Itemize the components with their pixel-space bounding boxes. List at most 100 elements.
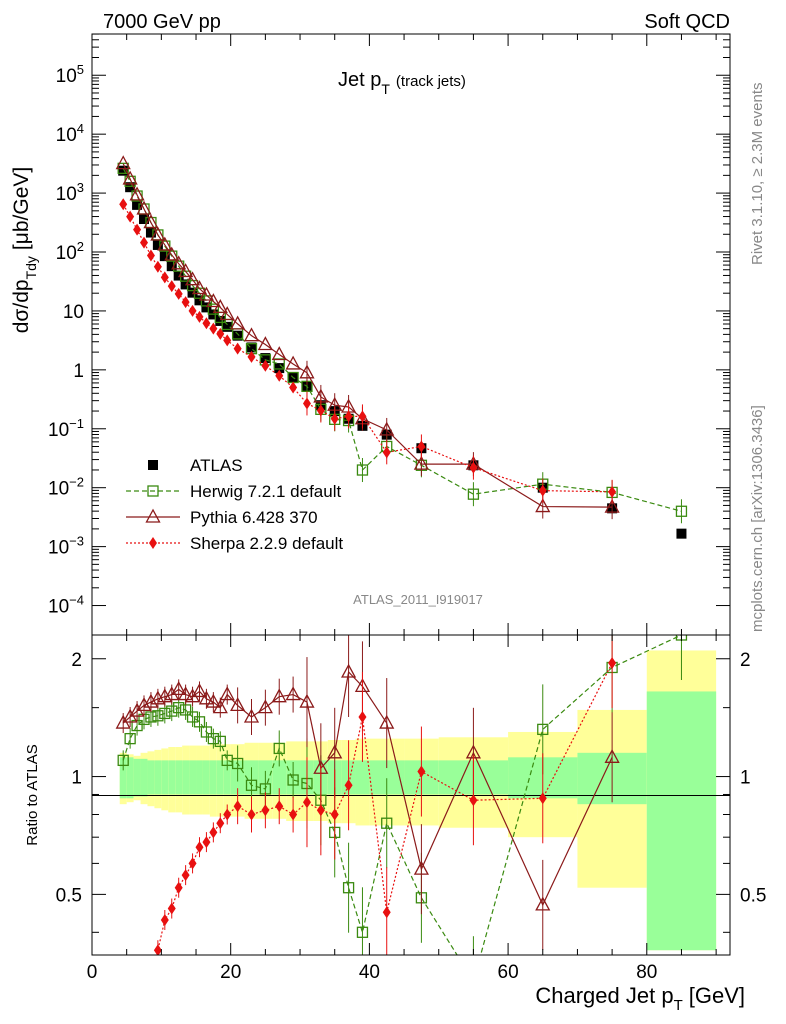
point-atlas <box>260 353 271 364</box>
main-plot-series <box>115 155 688 539</box>
band-inner <box>209 760 217 795</box>
point-pythia-6-428-370 <box>299 364 315 379</box>
ratio-point-herwig-7-2-1-default <box>193 716 206 728</box>
ratio-point-sherpa-2-2-9-default <box>247 808 256 821</box>
ratio-point-pythia-6-428-370 <box>136 697 152 712</box>
point-atlas <box>152 239 163 250</box>
point-pythia-6-428-370 <box>604 498 620 513</box>
point-sherpa-2-2-9-default <box>126 210 135 223</box>
ratio-point-pythia-6-428-370 <box>604 748 620 763</box>
ratio-point-sherpa-2-2-9-default <box>223 808 232 821</box>
plot-title: Jet pT (track jets) <box>338 69 466 97</box>
point-herwig-7-2-1-default <box>200 295 213 307</box>
point-sherpa-2-2-9-default <box>188 304 197 317</box>
ratio-point-sherpa-2-2-9-default <box>608 657 617 670</box>
point-sherpa-2-2-9-default <box>330 412 339 425</box>
band-inner <box>196 760 203 795</box>
ratio-point-herwig-7-2-1-default <box>159 707 171 720</box>
ratio-point-sherpa-2-2-9-default <box>233 800 242 813</box>
ratio-point-herwig-7-2-1-default <box>200 726 213 738</box>
ratio-point-herwig-7-2-1-default <box>537 723 549 736</box>
point-sherpa-2-2-9-default <box>174 287 183 300</box>
ratio-point-herwig-7-2-1-default <box>231 757 244 770</box>
point-pythia-6-428-370 <box>136 200 152 215</box>
point-pythia-6-428-370 <box>150 226 166 241</box>
point-pythia-6-428-370 <box>535 498 551 513</box>
y-tick-label: 10−4 <box>48 593 84 618</box>
point-sherpa-2-2-9-default <box>358 410 367 423</box>
ratio-point-pythia-6-428-370 <box>379 714 395 729</box>
ratio-point-pythia-6-428-370 <box>191 683 208 698</box>
ratio-point-pythia-6-428-370 <box>535 896 551 911</box>
ratio-point-sherpa-2-2-9-default <box>216 817 225 830</box>
point-atlas <box>145 227 156 238</box>
y-tick-label: 10−2 <box>48 475 84 500</box>
point-atlas <box>173 270 184 281</box>
x-axis-label: Charged Jet pT [GeV] <box>535 983 745 1014</box>
point-sherpa-2-2-9-default <box>181 296 190 309</box>
point-atlas <box>125 182 136 193</box>
axis-tick-labels: 0 20 40 60 80 10−4 10−3 10−2 10−1 1 10 102 103 104 105… <box>48 62 766 983</box>
point-atlas <box>215 315 226 326</box>
x-tick-label: 40 <box>359 962 380 983</box>
band-inner <box>140 758 148 797</box>
ratio-point-herwig-7-2-1-default <box>245 779 258 791</box>
point-sherpa-2-2-9-default <box>202 317 211 330</box>
point-sherpa-2-2-9-default <box>223 334 232 347</box>
ratio-point-pythia-6-428-370 <box>271 688 287 703</box>
point-sherpa-2-2-9-default <box>608 485 617 498</box>
legend-marker-herwig-7-2-1-default <box>147 485 159 497</box>
x-tick-label: 20 <box>220 962 241 983</box>
point-herwig-7-2-1-default <box>356 464 369 476</box>
point-atlas <box>232 330 243 341</box>
x-tick-label: 60 <box>498 962 519 983</box>
point-atlas <box>139 214 150 225</box>
point-pythia-6-428-370 <box>143 214 159 229</box>
ratio-point-sherpa-2-2-9-default <box>316 804 325 817</box>
ratio-point-sherpa-2-2-9-default <box>289 808 298 821</box>
ratio-y-axis-label: Ratio to ATLAS <box>24 744 41 845</box>
point-sherpa-2-2-9-default <box>195 310 204 323</box>
point-herwig-7-2-1-default <box>467 488 480 500</box>
point-herwig-7-2-1-default <box>207 303 220 315</box>
ratio-point-herwig-7-2-1-default <box>287 774 299 786</box>
band-inner <box>147 760 155 795</box>
point-pythia-6-428-370 <box>129 186 145 201</box>
point-pythia-6-428-370 <box>157 236 173 251</box>
point-atlas <box>222 321 233 332</box>
ratio-point-herwig-7-2-1-default <box>166 705 178 717</box>
ratio-point-herwig-7-2-1-default <box>356 926 369 938</box>
y-tick-label: 102 <box>56 239 84 264</box>
point-atlas <box>246 342 257 353</box>
ratio-point-pythia-6-428-370 <box>205 693 221 708</box>
legend-label: Sherpa 2.2.9 default <box>190 534 343 553</box>
ratio-point-pythia-6-428-370 <box>285 686 301 701</box>
point-sherpa-2-2-9-default <box>140 236 149 249</box>
ratio-point-sherpa-2-2-9-default <box>174 881 183 894</box>
ratio-point-herwig-7-2-1-default <box>207 732 220 745</box>
ratio-point-pythia-6-428-370 <box>413 860 429 875</box>
ratio-point-sherpa-2-2-9-default <box>195 841 204 854</box>
point-pythia-6-428-370 <box>115 155 131 170</box>
x-tick-label: 80 <box>636 962 657 983</box>
band-inner <box>168 760 176 795</box>
point-pythia-6-428-370 <box>243 327 260 342</box>
point-pythia-6-428-370 <box>171 255 187 270</box>
ratio-point-sherpa-2-2-9-default <box>153 944 162 955</box>
ratio-tick-label: 0.5 <box>56 885 82 906</box>
point-atlas <box>187 287 198 298</box>
ratio-point-sherpa-2-2-9-default <box>382 906 391 919</box>
band-inner <box>223 760 231 795</box>
point-sherpa-2-2-9-default <box>247 350 256 363</box>
axis-ticks <box>91 33 730 955</box>
ratio-point-sherpa-2-2-9-default <box>147 964 155 976</box>
band-inner <box>133 758 141 797</box>
ratio-point-herwig-7-2-1-default <box>173 702 185 714</box>
point-atlas <box>274 363 285 374</box>
ratio-point-herwig-7-2-1-default <box>468 976 478 986</box>
point-sherpa-2-2-9-default <box>160 271 169 284</box>
legend-label: Herwig 7.2.1 default <box>190 482 341 501</box>
y-tick-label: 1 <box>73 361 84 382</box>
ratio-point-pythia-6-428-370 <box>198 690 215 705</box>
band-inner <box>272 760 287 795</box>
